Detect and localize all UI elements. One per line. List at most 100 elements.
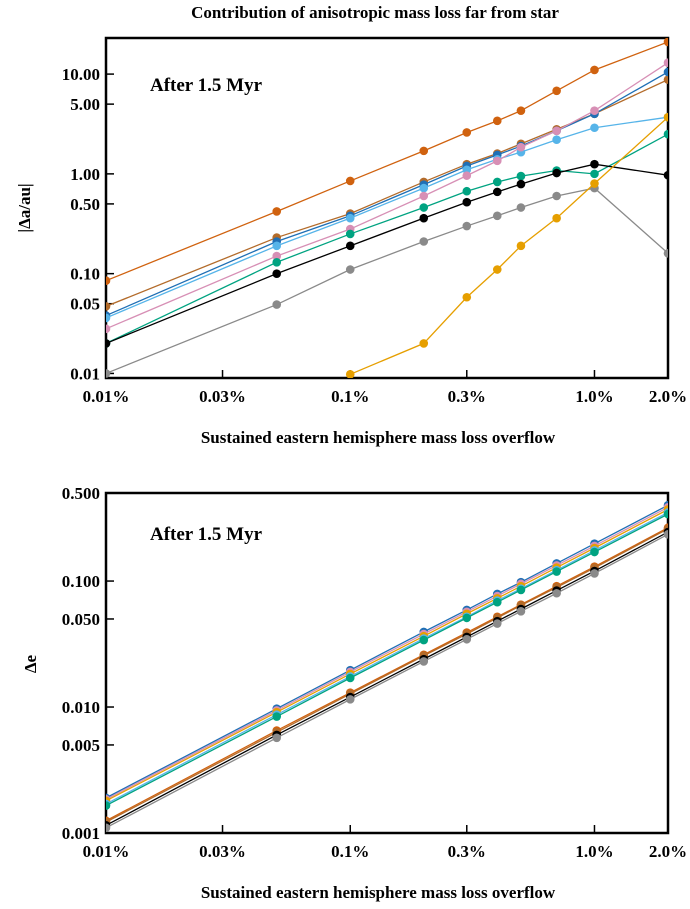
data-point — [663, 67, 668, 77]
x-tick-label: 0.1% — [331, 387, 369, 406]
data-point — [419, 237, 429, 246]
data-point — [345, 229, 355, 239]
data-point — [492, 211, 502, 221]
series-line — [106, 187, 668, 375]
series-line — [106, 527, 668, 822]
data-point — [272, 300, 282, 309]
data-point — [516, 241, 526, 251]
y-tick-label: 0.10 — [70, 265, 100, 284]
series-line — [106, 133, 668, 344]
series-9 — [106, 530, 668, 833]
x-tick-label: 0.3% — [448, 842, 486, 861]
data-point — [272, 251, 282, 261]
data-point — [663, 170, 668, 180]
y-tick-label: 0.001 — [62, 824, 100, 843]
data-point — [419, 657, 429, 666]
data-point — [106, 313, 111, 323]
data-point — [345, 241, 355, 251]
data-point — [552, 213, 561, 223]
data-point — [590, 169, 599, 179]
plot-frame — [104, 491, 670, 835]
data-point — [272, 269, 282, 278]
data-point — [516, 171, 526, 181]
y-tick-label: 0.05 — [70, 295, 100, 314]
series-line — [106, 79, 668, 307]
series-line — [106, 506, 668, 800]
data-point — [462, 128, 472, 137]
y-tick-label: 5.00 — [70, 95, 100, 114]
x-tick-label: 0.03% — [199, 842, 246, 861]
data-point — [106, 823, 111, 833]
data-point — [419, 203, 429, 212]
data-point — [590, 569, 599, 578]
data-point — [106, 801, 111, 810]
series-line — [106, 528, 668, 823]
data-point — [516, 203, 526, 212]
data-point — [462, 171, 472, 180]
series-line — [106, 531, 668, 826]
data-point — [419, 146, 429, 156]
y-tick-label: 0.50 — [70, 195, 100, 214]
data-point — [552, 567, 561, 576]
x-ticks: 0.01% 0.03% 0.1% 0.3% 1.0% 2.0% — [83, 370, 687, 406]
data-point — [552, 135, 561, 145]
data-point — [419, 183, 429, 193]
series-3 — [106, 67, 668, 320]
y-axis-title: |Δa/au| — [15, 183, 34, 232]
series-6 — [106, 129, 668, 348]
data-point — [516, 179, 526, 189]
data-point — [419, 191, 429, 201]
data-point — [492, 116, 502, 126]
data-point — [492, 156, 502, 166]
data-point — [590, 159, 599, 169]
data-point — [492, 597, 502, 607]
data-point — [590, 65, 599, 75]
data-point — [462, 197, 472, 207]
data-point — [272, 241, 282, 251]
data-point — [590, 179, 599, 188]
y-tick-label: 1.00 — [70, 165, 100, 184]
data-point — [516, 106, 526, 115]
data-point — [516, 585, 526, 595]
x-tick-label: 1.0% — [575, 842, 613, 861]
data-point — [462, 634, 472, 644]
data-point — [345, 213, 355, 223]
series-group — [106, 38, 668, 378]
data-point — [492, 187, 502, 197]
series-line — [106, 533, 668, 829]
series-line — [106, 62, 668, 330]
x-axis-title: Sustained eastern hemisphere mass loss o… — [201, 883, 556, 902]
series-7 — [106, 524, 668, 827]
data-point — [462, 292, 472, 302]
x-tick-label: 1.0% — [575, 387, 613, 406]
x-tick-label: 0.01% — [83, 387, 130, 406]
plot-frame — [104, 36, 670, 380]
y-ticks: 0.001 0.005 0.010 0.050 0.100 0.500 — [62, 484, 114, 843]
data-point — [419, 635, 429, 645]
data-point — [106, 339, 111, 348]
data-point — [552, 86, 561, 96]
series-7 — [106, 159, 668, 348]
data-point — [663, 112, 668, 122]
x-tick-label: 2.0% — [649, 842, 687, 861]
data-point — [492, 177, 502, 187]
data-point — [272, 712, 282, 721]
series-line — [106, 513, 668, 807]
data-point — [590, 123, 599, 133]
data-point — [462, 186, 472, 196]
data-point — [663, 509, 668, 519]
chart-top: After 1.5 Myr Sustained eastern hemisphe… — [15, 36, 687, 447]
x-ticks: 0.01% 0.03% 0.1% 0.3% 1.0% 2.0% — [83, 825, 687, 861]
x-tick-label: 0.01% — [83, 842, 130, 861]
x-tick-label: 0.03% — [199, 387, 246, 406]
data-point — [663, 248, 668, 258]
x-tick-label: 0.1% — [331, 842, 369, 861]
series-4 — [106, 112, 668, 323]
data-point — [492, 265, 502, 274]
data-point — [345, 673, 355, 683]
x-axis-title: Sustained eastern hemisphere mass loss o… — [201, 428, 556, 447]
data-point — [106, 276, 111, 285]
series-line — [106, 71, 668, 317]
data-point — [419, 213, 429, 223]
data-point — [552, 168, 561, 178]
